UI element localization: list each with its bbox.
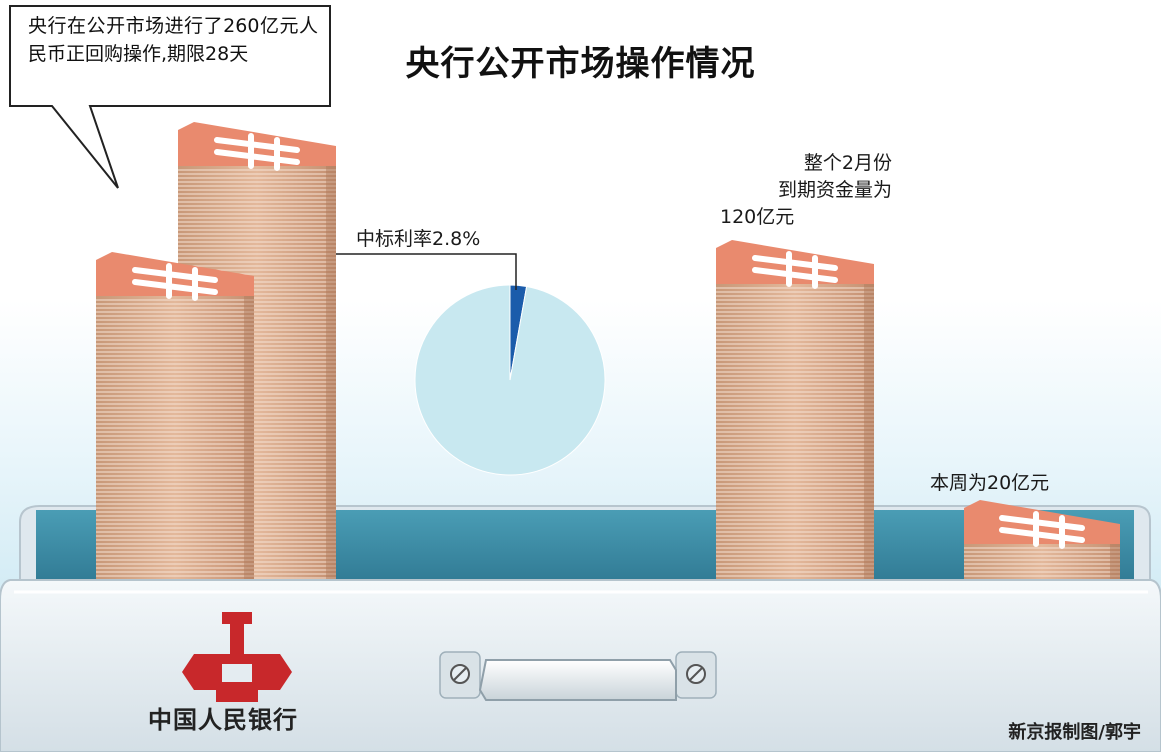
pboc-logo-icon (182, 612, 292, 702)
month-total-label: 整个2月份 到期资金量为 120亿元 (720, 150, 892, 231)
stack-month (716, 240, 874, 592)
callout-text: 央行在公开市场进行了260亿元人民币正回购操作,期限28天 (28, 15, 318, 65)
credit-label: 新京报制图/郭宇 (1008, 722, 1141, 743)
month-total-line-3: 120亿元 (720, 206, 795, 228)
banknote-stacks (96, 122, 1120, 592)
month-total-line-1: 整个2月份 (803, 152, 892, 174)
pie-slice-rest (414, 284, 606, 476)
callout-bubble (9, 5, 331, 189)
stack-left-back (178, 122, 336, 592)
rate-pie-chart (414, 284, 606, 476)
month-total-line-2: 到期资金量为 (777, 179, 892, 201)
pboc-logo-text: 中国人民银行 (148, 705, 298, 734)
stack-left-front (96, 252, 254, 592)
week-total-label: 本周为20亿元 (930, 472, 1050, 494)
tray-handle (439, 651, 717, 701)
rate-leader-line (336, 253, 517, 290)
rate-label: 中标利率2.8% (356, 228, 481, 250)
page-title: 央行公开市场操作情况 (405, 44, 756, 84)
